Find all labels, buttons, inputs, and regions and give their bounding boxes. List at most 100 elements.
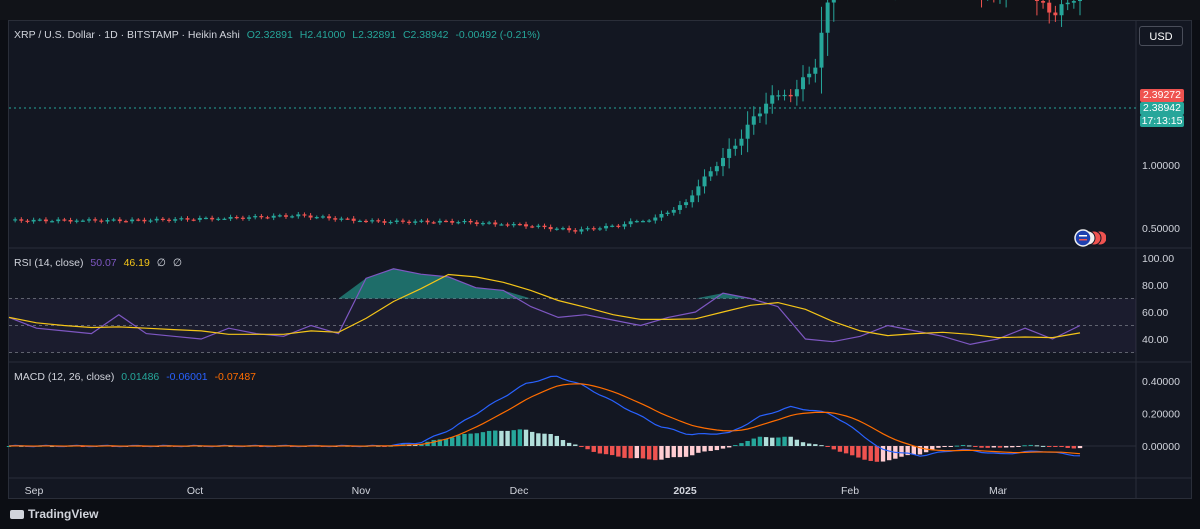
candle-body (228, 217, 233, 219)
macd-hist-bar (782, 436, 787, 446)
candle-body (37, 219, 42, 221)
candle-body (148, 220, 153, 222)
candle-body (43, 219, 48, 222)
candle-body (745, 124, 750, 139)
candle-body (634, 221, 639, 223)
rsi-empty-1: ∅ (156, 257, 166, 269)
macd-hist-bar (653, 446, 658, 461)
macd-hist-bar (733, 445, 738, 447)
candle-body (327, 216, 332, 219)
macd-hist-bar (443, 438, 449, 446)
candle-body (314, 217, 319, 219)
rsi-empty-2: ∅ (172, 257, 183, 269)
macd-hist-bar (80, 446, 86, 447)
macd-hist-bar (449, 437, 455, 446)
macd-hist-bar (462, 433, 467, 446)
candle-body (1059, 4, 1064, 16)
macd-hist-bar (610, 446, 615, 456)
candle-body (376, 220, 381, 222)
macd-hist-bar (622, 446, 627, 458)
macd-signal-line (8, 383, 1081, 455)
candle-body (142, 219, 147, 222)
macd-hist-bar (659, 446, 664, 460)
macd-hist-bar (480, 432, 486, 446)
candle-body (1053, 12, 1058, 16)
candle-body (677, 205, 682, 210)
macd-hist-bar (437, 439, 443, 446)
candle-body (813, 67, 818, 74)
candle-body (25, 220, 30, 222)
rsi-legend[interactable]: RSI (14, close) 50.07 46.19 ∅ ∅ (14, 257, 186, 269)
candle-body (419, 220, 424, 222)
candle-body (290, 216, 295, 218)
candle-body (628, 221, 633, 225)
macd-label[interactable]: MACD (12, 26, close) (14, 371, 115, 383)
candle-body (277, 215, 282, 217)
candle-body (524, 224, 529, 227)
macd-hist-bar (640, 446, 646, 459)
macd-hist-bar (542, 433, 547, 446)
macd-hist-bar (1065, 446, 1070, 448)
candle-body (585, 228, 590, 230)
rsi-value: 50.07 (90, 257, 117, 269)
tradingview-logo[interactable]: TradingView (10, 507, 98, 521)
symbol-title[interactable]: XRP / U.S. Dollar · 1D · BITSTAMP · Heik… (14, 29, 240, 41)
macd-hist-value: 0.01486 (121, 371, 160, 383)
macd-hist-bar (788, 436, 793, 446)
time-axis-tick: 2025 (673, 485, 697, 497)
rsi-label[interactable]: RSI (14, close) (14, 257, 84, 269)
candle-body (74, 220, 79, 222)
currency-button[interactable]: USD (1139, 26, 1183, 46)
candle-body (185, 218, 190, 220)
candle-body (259, 216, 264, 218)
candle-body (216, 218, 221, 220)
candle-body (253, 216, 258, 218)
macd-hist-bar (413, 444, 418, 446)
candle-body (560, 228, 565, 230)
macd-hist-bar (1028, 444, 1033, 446)
macd-hist-bar (474, 433, 479, 446)
macd-hist-bar (431, 440, 436, 446)
candle-body (1041, 1, 1046, 3)
chart-area[interactable] (8, 20, 1192, 499)
macd-hist-bar (505, 430, 510, 446)
macd-axis-tick: 0.20000 (1142, 408, 1180, 420)
candle-body (474, 222, 479, 224)
macd-hist-bar (1016, 446, 1021, 447)
macd-hist-bar (886, 446, 892, 461)
macd-hist-bar (948, 446, 953, 447)
symbol-legend[interactable]: XRP / U.S. Dollar · 1D · BITSTAMP · Heik… (14, 29, 544, 41)
macd-legend[interactable]: MACD (12, 26, close) 0.01486 -0.06001 -0… (14, 371, 260, 383)
candle-body (468, 220, 473, 223)
macd-hist-bar (696, 446, 701, 453)
macd-hist-bar (831, 446, 836, 450)
price-axis-tick: 0.50000 (1142, 223, 1180, 235)
events-flag-icon[interactable] (1074, 229, 1108, 247)
countdown-tag: 17:13:15 (1140, 115, 1184, 127)
rsi-axis-tick: 60.00 (1142, 307, 1168, 319)
macd-hist-bar (819, 445, 824, 447)
candle-body (616, 225, 621, 227)
macd-hist-bar (991, 446, 997, 448)
macd-hist-bar (702, 446, 707, 452)
macd-hist-bar (1010, 446, 1015, 448)
candle-body (487, 222, 492, 224)
candle-body (505, 224, 510, 226)
candle-body (111, 219, 116, 221)
macd-axis-tick: 0.00000 (1142, 441, 1180, 453)
candle-body (167, 219, 172, 221)
macd-hist-bar (825, 446, 830, 447)
price-tag-green: 2.38942 (1140, 102, 1184, 115)
candle-body (499, 224, 504, 226)
candle-body (394, 220, 399, 222)
candle-body (1071, 1, 1076, 3)
macd-hist-bar (843, 446, 849, 454)
macd-hist-bar (511, 430, 516, 446)
candle-body (450, 221, 455, 223)
candle-body (388, 221, 393, 224)
macd-hist-bar (763, 437, 769, 446)
macd-hist-bar (899, 446, 904, 457)
macd-hist-bar (1059, 446, 1064, 447)
candle-body (425, 220, 430, 223)
